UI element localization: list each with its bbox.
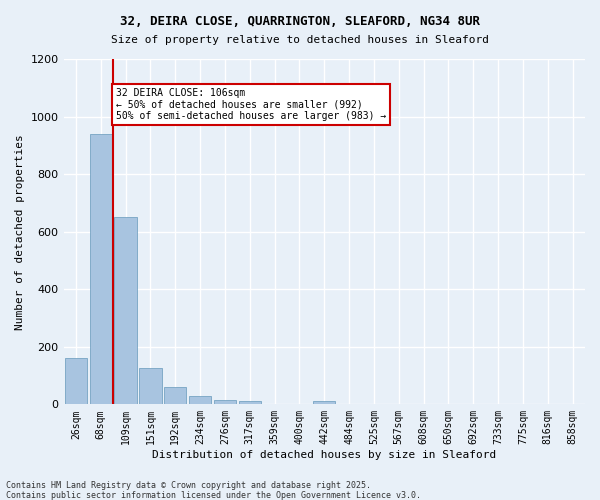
Text: 32 DEIRA CLOSE: 106sqm
← 50% of detached houses are smaller (992)
50% of semi-de: 32 DEIRA CLOSE: 106sqm ← 50% of detached… [116,88,386,121]
Bar [164,387,187,404]
X-axis label: Distribution of detached houses by size in Sleaford: Distribution of detached houses by size … [152,450,496,460]
Text: 32, DEIRA CLOSE, QUARRINGTON, SLEAFORD, NG34 8UR: 32, DEIRA CLOSE, QUARRINGTON, SLEAFORD, … [120,15,480,28]
Text: Contains public sector information licensed under the Open Government Licence v3: Contains public sector information licen… [6,491,421,500]
Bar [115,218,137,404]
Bar [189,396,211,404]
Y-axis label: Number of detached properties: Number of detached properties [15,134,25,330]
Bar [214,400,236,404]
Bar [65,358,87,405]
Text: Contains HM Land Registry data © Crown copyright and database right 2025.: Contains HM Land Registry data © Crown c… [6,481,371,490]
Bar [139,368,161,404]
Bar [313,402,335,404]
Text: Size of property relative to detached houses in Sleaford: Size of property relative to detached ho… [111,35,489,45]
Bar [239,402,261,404]
Bar [89,134,112,404]
